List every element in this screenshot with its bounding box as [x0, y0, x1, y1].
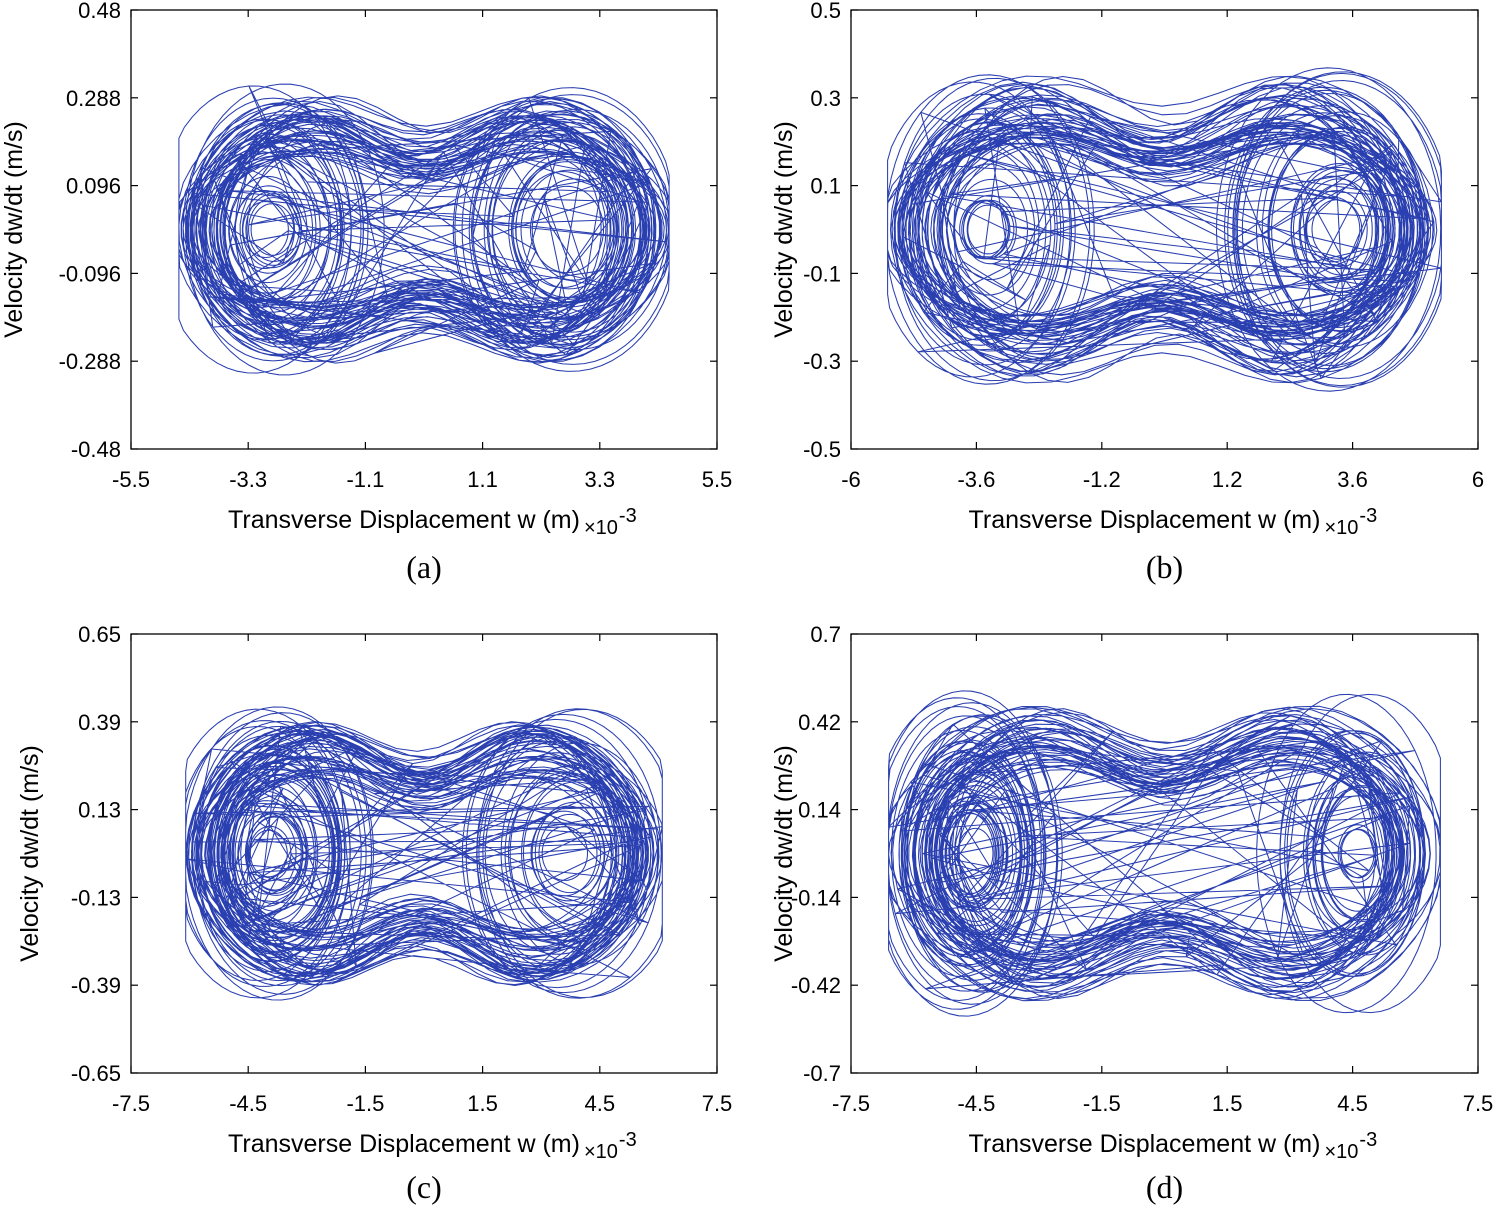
y-axis-label: Velocity dw/dt (m/s)	[770, 121, 798, 338]
panel-label: (c)	[406, 1169, 442, 1205]
panel-d: -7.5 -4.5 -1.5 1.5 4.5 7.5 -0.7 -0.42 -0.14 0.14 0…	[770, 622, 1493, 1205]
y-tick-label: -0.42	[791, 973, 841, 998]
x-tick-label: -1.2	[1083, 467, 1121, 492]
trajectory-d	[888, 690, 1441, 1017]
y-axis-label: Velocity dw/dt (m/s)	[0, 121, 28, 338]
y-tick-label: -0.13	[71, 885, 121, 910]
y-tick-label: 0.7	[810, 622, 841, 647]
panel-label: (d)	[1146, 1169, 1183, 1205]
x-tick-label: -4.5	[957, 1091, 995, 1116]
x-axis-label: Transverse Displacement w (m)	[228, 506, 580, 534]
y-tick-label: 0.3	[810, 86, 841, 111]
y-tick-label: 0.48	[78, 0, 121, 23]
y-tick-label: -0.65	[71, 1061, 121, 1086]
x-axis-multiplier-exponent: -3	[619, 505, 637, 527]
y-axis-label: Velocity dw/dt (m/s)	[770, 745, 798, 962]
y-tick-label: -0.5	[803, 437, 841, 462]
x-tick-label: 3.3	[585, 467, 616, 492]
x-tick-label: -1.5	[1083, 1091, 1121, 1116]
y-tick-label: 0.65	[78, 622, 121, 647]
x-axis-multiplier-exponent: -3	[1359, 505, 1377, 527]
y-tick-label: 0.5	[810, 0, 841, 23]
x-axis-label: Transverse Displacement w (m)	[228, 1130, 580, 1158]
trajectory-c	[185, 706, 663, 1001]
x-tick-label: -1.5	[346, 1091, 384, 1116]
x-tick-label: -7.5	[112, 1091, 150, 1116]
x-axis-multiplier: ×10	[584, 517, 618, 539]
x-tick-label: -6	[841, 467, 861, 492]
x-tick-label: 4.5	[1337, 1091, 1368, 1116]
y-tick-label: -0.48	[71, 437, 121, 462]
x-tick-label: -3.3	[229, 467, 267, 492]
x-axis-multiplier: ×10	[584, 1141, 618, 1163]
x-tick-label: -4.5	[229, 1091, 267, 1116]
x-tick-label: 1.1	[467, 467, 498, 492]
x-tick-label: 1.5	[1212, 1091, 1243, 1116]
y-tick-label: 0.1	[810, 174, 841, 199]
y-tick-label: 0.288	[66, 86, 121, 111]
trajectory-a	[178, 83, 670, 376]
y-tick-label: -0.3	[803, 349, 841, 374]
y-tick-label: 0.096	[66, 174, 121, 199]
panel-c: -7.5 -4.5 -1.5 1.5 4.5 7.5 -0.65 -0.39 -0.13 0.13…	[16, 622, 732, 1205]
x-axis-multiplier-exponent: -3	[619, 1129, 637, 1151]
plot-frame-c	[130, 633, 718, 1074]
y-axis-label: Velocity dw/dt (m/s)	[16, 745, 44, 962]
x-tick-label: 6	[1472, 467, 1484, 492]
x-axis-multiplier: ×10	[1324, 1141, 1358, 1163]
x-tick-label: 7.5	[702, 1091, 733, 1116]
y-tick-label: -0.1	[803, 261, 841, 286]
plot-frame-a	[130, 9, 718, 450]
x-tick-label: -3.6	[957, 467, 995, 492]
y-tick-label: -0.14	[791, 885, 841, 910]
x-tick-label: 5.5	[702, 467, 733, 492]
x-axis-label: Transverse Displacement w (m)	[969, 506, 1321, 534]
panel-b: -6 -3.6 -1.2 1.2 3.6 6 -0.5 -0.3 -0.1 0.1 0.3 0.5 Tr…	[770, 0, 1484, 585]
x-tick-label: -1.1	[346, 467, 384, 492]
x-tick-label: -7.5	[832, 1091, 870, 1116]
panel-label: (b)	[1146, 549, 1183, 585]
y-tick-label: -0.096	[59, 261, 121, 286]
panel-a: -5.5 -3.3 -1.1 1.1 3.3 5.5 -0.48 -0.288 -0.096 0.…	[0, 0, 732, 585]
y-tick-label: 0.13	[78, 798, 121, 823]
trajectory-b	[887, 67, 1442, 392]
x-tick-label: -5.5	[112, 467, 150, 492]
x-tick-label: 7.5	[1463, 1091, 1494, 1116]
x-tick-label: 4.5	[585, 1091, 616, 1116]
plot-frame-d	[850, 633, 1479, 1074]
x-axis-label: Transverse Displacement w (m)	[969, 1130, 1321, 1158]
x-axis-multiplier: ×10	[1324, 517, 1358, 539]
y-tick-label: -0.39	[71, 973, 121, 998]
panel-label: (a)	[406, 549, 442, 585]
x-axis-multiplier-exponent: -3	[1359, 1129, 1377, 1151]
x-tick-label: 1.5	[467, 1091, 498, 1116]
x-tick-label: 3.6	[1337, 467, 1368, 492]
y-tick-label: 0.39	[78, 710, 121, 735]
y-tick-label: -0.7	[803, 1061, 841, 1086]
y-tick-label: -0.288	[59, 349, 121, 374]
y-tick-label: 0.14	[798, 798, 841, 823]
x-tick-label: 1.2	[1212, 467, 1243, 492]
y-tick-label: 0.42	[798, 710, 841, 735]
plot-frame-b	[850, 9, 1479, 450]
